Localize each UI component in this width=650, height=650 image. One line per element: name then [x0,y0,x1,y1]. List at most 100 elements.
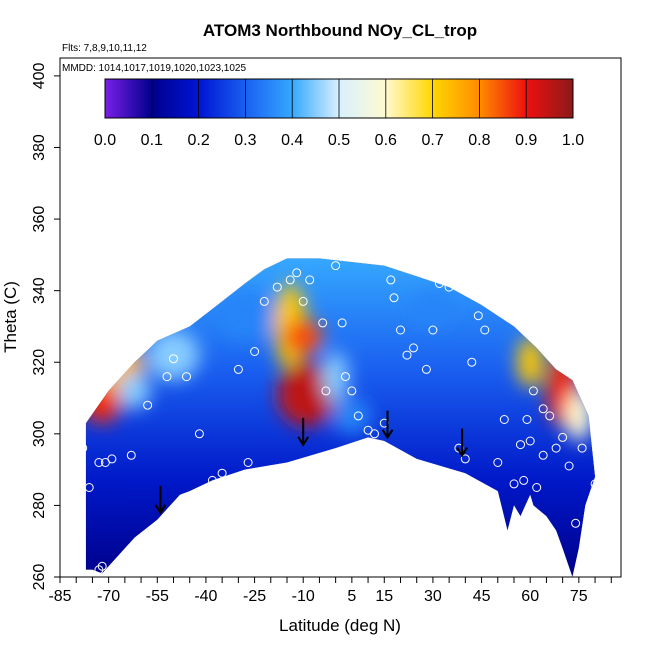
x-tick-label: 60 [521,588,539,605]
y-tick-label: 320 [31,349,48,376]
field-outline [85,258,596,578]
data-point [551,443,561,453]
data-point [217,468,227,478]
data-point [337,318,347,328]
data-point [321,386,331,396]
data-point [169,354,178,364]
colorbar-tick-label: 0.7 [421,132,443,149]
y-tick-label: 340 [31,277,48,304]
profile-arrows [154,410,468,515]
field-blob [277,362,336,427]
data-point [78,443,88,453]
colorbar-tick-label: 0.9 [515,132,537,149]
data-point [259,296,269,306]
heatmap-field [85,258,596,577]
colorbar-separators [151,79,527,118]
field-blob [283,319,323,356]
y-tick-label: 360 [31,206,48,233]
data-point [162,372,172,382]
data-point [353,411,363,421]
colorbar-ticks: 0.0 0.1 0.2 0.3 0.4 0.5 0.6 0.7 0.8 0.9 1.0 [94,132,584,149]
data-point [434,279,444,288]
data-point [473,311,483,321]
data-point [509,479,519,489]
y-axis: 260 280 300 320 340 360 380 400 [31,62,60,590]
data-point [409,343,418,353]
data-point [538,450,548,460]
colorbar-tick-label: 0.1 [141,132,163,149]
chart-title: ATOM3 Northbound NOy_CL_trop [203,21,477,40]
data-point [460,454,470,464]
data-point [107,454,117,464]
data-point [97,561,107,571]
data-point [386,275,396,285]
data-point [528,386,538,396]
field-blob [410,290,456,327]
data-point [143,400,153,410]
data-point [250,347,260,356]
down-arrow [456,428,468,458]
data-point [207,475,217,485]
x-tick-label: 45 [473,588,491,605]
colorbar-tick-label: 0.3 [234,132,256,149]
data-point [331,261,341,271]
data-point [538,404,548,414]
colorbar-tick-label: 0.2 [187,132,209,149]
y-tick-label: 400 [31,62,48,89]
x-tick-label: -25 [243,588,266,605]
colorbar-tick-label: 0.8 [468,132,490,149]
x-tick-label: -70 [97,588,120,605]
data-point [516,440,525,450]
colorbar-tick-label: 0.4 [281,132,303,149]
data-point [522,415,532,424]
field-blob [565,390,592,441]
data-point [347,386,357,396]
data-point [318,318,328,328]
y-tick-label: 280 [31,492,48,519]
field-blob [332,398,372,434]
colorbar-tick-label: 0.0 [94,132,116,149]
observation-points [78,261,600,575]
data-point [233,364,243,374]
data-point [545,411,555,421]
x-tick-label: -85 [48,588,71,605]
data-point [298,296,308,306]
data-point [525,436,535,446]
data-point [243,458,253,467]
data-point [285,275,295,285]
colorbar: 0.0 0.1 0.2 0.3 0.4 0.5 0.6 0.7 0.8 0.9 1.0 [94,78,584,149]
data-point [519,475,529,485]
arrow-head [297,436,310,447]
arrow-head [381,429,394,440]
data-point [467,357,477,367]
data-point [480,325,490,335]
down-arrow [154,485,167,515]
colorbar-tick-label: 1.0 [562,132,584,149]
data-point [126,450,136,460]
y-tick-label: 300 [31,420,48,447]
data-point [532,483,542,492]
data-point [564,461,574,471]
arrow-head [456,447,468,458]
data-point [305,275,315,285]
x-tick-label: 15 [375,588,393,605]
data-point [370,429,379,439]
y-tick-label: 380 [31,134,48,161]
y-tick-label: 260 [31,564,48,591]
field-blob [118,373,151,409]
field-blob [322,351,349,402]
data-point [577,443,587,453]
field-blob [517,337,544,388]
data-point [194,429,204,439]
x-tick-label: 75 [570,588,588,605]
x-tick-label: 30 [424,588,442,605]
data-point [590,479,600,489]
data-point [396,325,405,335]
x-tick-label: -40 [194,588,217,605]
down-arrow [381,410,394,440]
data-point [421,364,431,374]
data-point [499,415,509,424]
x-tick-label: -10 [292,588,315,605]
flights-subtitle: Flts: 7,8,9,10,11,12 [62,43,147,54]
